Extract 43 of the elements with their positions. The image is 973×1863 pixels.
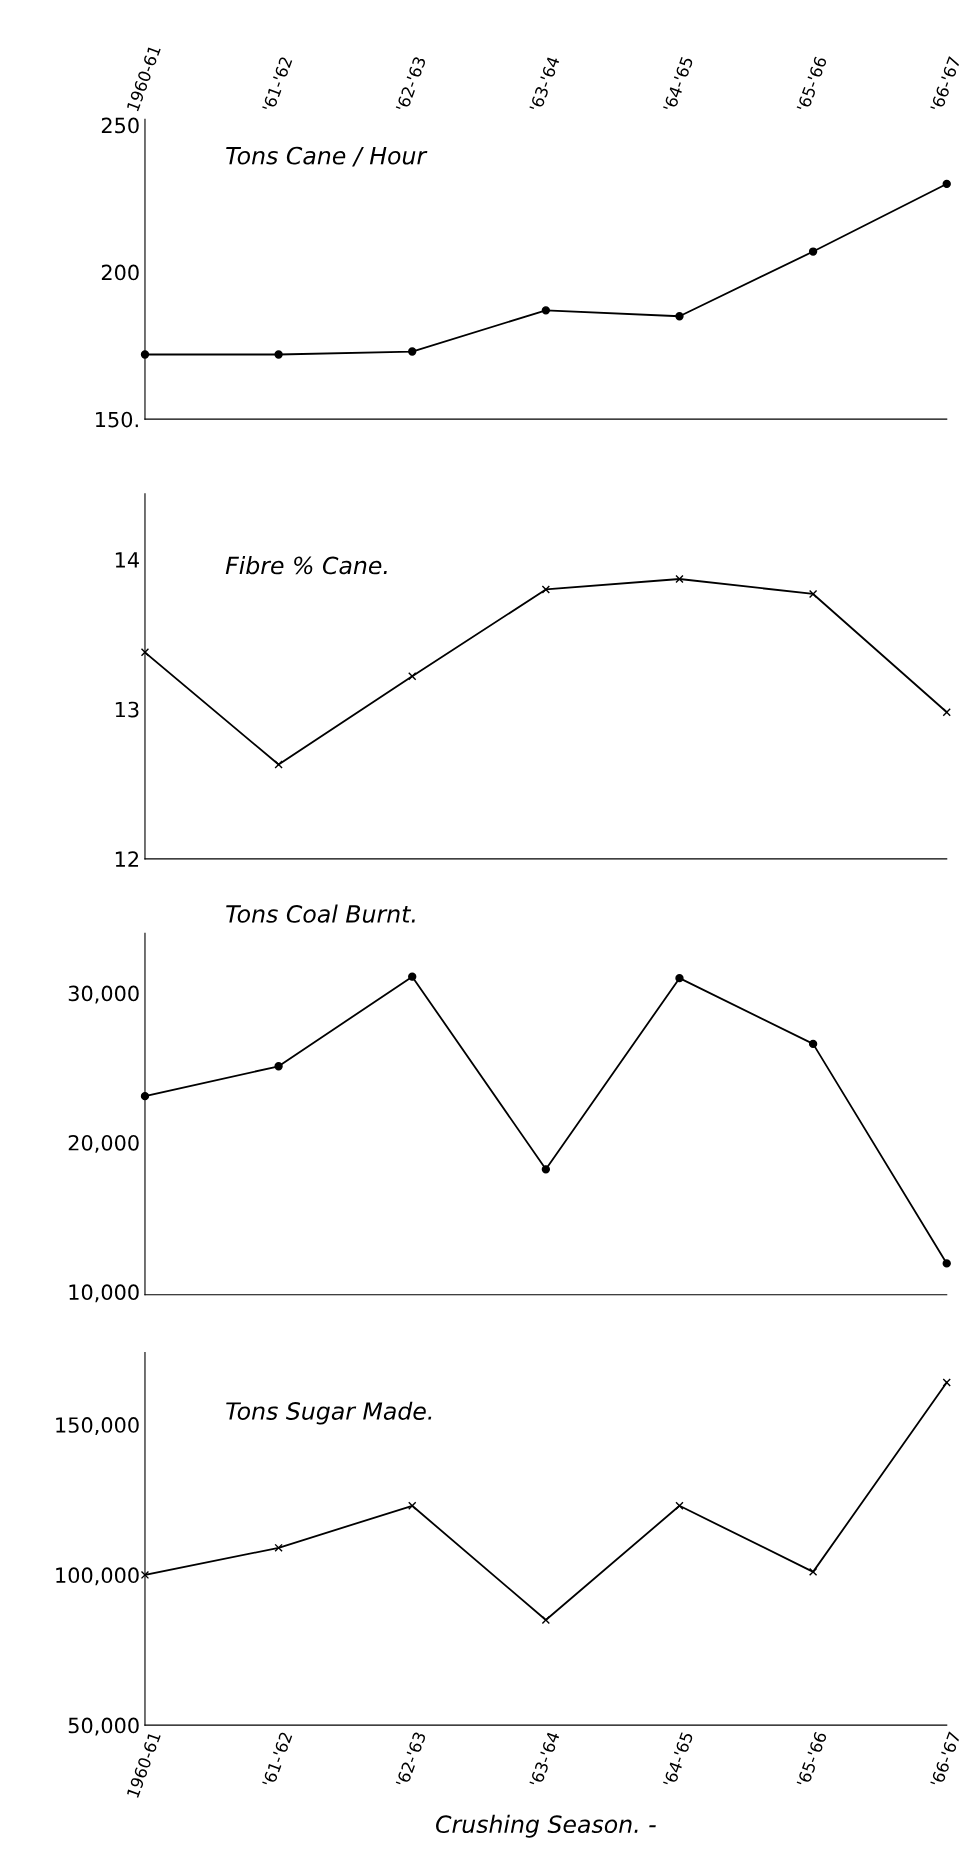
point bbox=[942, 1378, 951, 1387]
x-axis-title: Crushing Season. - bbox=[436, 1814, 656, 1838]
point bbox=[675, 1501, 684, 1510]
point bbox=[541, 1165, 551, 1174]
y-tick-label: 250 bbox=[101, 117, 139, 134]
y-tick-label: 150. bbox=[96, 411, 138, 428]
text: Fibre % Cane. bbox=[225, 556, 387, 575]
y-tick-label: 100,000 bbox=[56, 1567, 139, 1586]
point bbox=[541, 585, 551, 594]
point bbox=[408, 1501, 417, 1510]
point bbox=[140, 648, 150, 657]
point bbox=[274, 1543, 283, 1553]
point bbox=[942, 708, 951, 717]
point bbox=[541, 1615, 551, 1625]
text: Tons Sugar Made. bbox=[226, 1401, 432, 1425]
text: Tons Cane / Hour bbox=[226, 146, 428, 167]
point bbox=[274, 760, 283, 769]
y-tick-label: 14 bbox=[115, 552, 139, 568]
point bbox=[408, 347, 417, 356]
point bbox=[675, 312, 684, 321]
point bbox=[808, 1567, 818, 1577]
point bbox=[408, 672, 417, 681]
point bbox=[541, 306, 551, 315]
point bbox=[808, 1039, 818, 1049]
y-tick-label: 150,000 bbox=[56, 1417, 139, 1435]
y-tick-label: 30,000 bbox=[68, 985, 139, 1004]
chart-title: Tons Coal Burnt. bbox=[226, 904, 415, 923]
point bbox=[808, 589, 818, 599]
point bbox=[942, 179, 951, 189]
point bbox=[942, 1259, 951, 1268]
y-tick-label: 20,000 bbox=[68, 1134, 139, 1153]
y-tick-label: 12 bbox=[115, 851, 139, 867]
y-tick-label: 13 bbox=[115, 701, 139, 718]
point bbox=[140, 1570, 150, 1580]
y-tick-label: 10,000 bbox=[69, 1284, 139, 1303]
point bbox=[274, 1062, 283, 1071]
y-tick-label: 50,000 bbox=[68, 1717, 139, 1736]
point bbox=[675, 974, 684, 983]
point bbox=[274, 350, 283, 359]
y-tick-label: 200 bbox=[101, 264, 139, 281]
point bbox=[808, 247, 818, 256]
point bbox=[408, 972, 417, 981]
point bbox=[675, 574, 684, 584]
